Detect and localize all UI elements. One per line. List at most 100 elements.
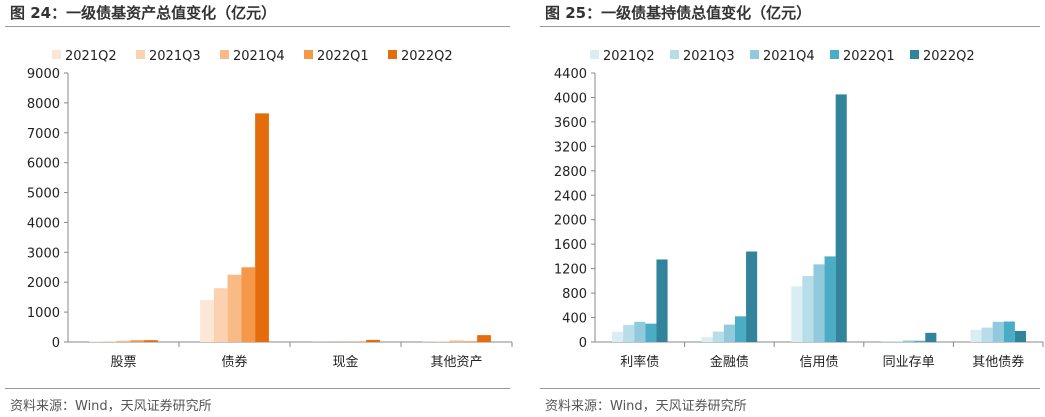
legend-swatch xyxy=(750,50,759,59)
y-tick-label: 6000 xyxy=(27,157,60,172)
bar xyxy=(712,331,724,342)
bar xyxy=(992,321,1004,342)
y-tick-label: 9000 xyxy=(27,67,60,82)
bar xyxy=(723,324,735,342)
bar xyxy=(656,259,668,342)
legend-swatch xyxy=(590,50,599,59)
bar xyxy=(970,329,982,342)
bar xyxy=(477,335,491,342)
y-tick-label: 5000 xyxy=(27,187,60,202)
bar xyxy=(255,113,269,342)
legend-label: 2021Q3 xyxy=(149,49,201,64)
bar xyxy=(824,256,836,342)
bar xyxy=(813,264,825,342)
y-tick-label: 0 xyxy=(579,336,587,351)
bar xyxy=(623,324,635,342)
bar xyxy=(200,300,214,342)
legend-swatch xyxy=(304,50,313,59)
legend-label: 2022Q2 xyxy=(401,49,453,64)
bar xyxy=(612,331,624,342)
bar xyxy=(463,341,478,342)
bar xyxy=(1003,321,1015,342)
x-tick-label: 现金 xyxy=(332,354,358,370)
bar xyxy=(925,332,937,342)
y-tick-label: 400 xyxy=(562,312,587,327)
y-tick-label: 2000 xyxy=(554,214,587,229)
bar xyxy=(1014,330,1026,342)
bar xyxy=(213,288,228,342)
bar xyxy=(449,340,464,342)
chart-right: 0 400 800 1200 1600 2000 2400 2800 3200 3600 4000 4… xyxy=(554,49,1044,370)
chart-left-title: 图 24：一级债基资产总值变化（亿元） xyxy=(10,4,277,22)
bar xyxy=(227,274,242,342)
bar xyxy=(116,340,131,342)
source-note: 资料来源：Wind，天风证券研究所 xyxy=(10,399,212,414)
legend-swatch xyxy=(220,50,229,59)
bar xyxy=(903,340,915,342)
legend-label: 2021Q2 xyxy=(65,49,117,64)
divider xyxy=(5,388,510,389)
bar xyxy=(835,94,847,342)
y-tick-label: 2000 xyxy=(27,276,60,291)
y-tick-label: 4400 xyxy=(554,67,587,82)
x-tick-label: 债券 xyxy=(221,354,247,370)
legend-swatch xyxy=(910,50,919,59)
y-tick-label: 1000 xyxy=(27,306,60,321)
y-tick-label: 4000 xyxy=(27,216,60,231)
y-tick-label: 3600 xyxy=(554,116,587,131)
bar xyxy=(746,251,758,342)
x-tick-label: 其他资产 xyxy=(430,355,482,370)
y-tick-label: 2800 xyxy=(554,165,587,180)
x-tick-label: 信用债 xyxy=(799,355,838,370)
bar xyxy=(645,323,657,342)
legend-label: 2022Q2 xyxy=(923,49,975,64)
x-tick-label: 同业存单 xyxy=(883,355,935,370)
x-tick-label: 股票 xyxy=(110,355,136,370)
bar xyxy=(102,341,117,342)
chart-left: 0 1000 2000 3000 4000 5000 6000 7000 8000 9000 股票 债… xyxy=(27,49,513,370)
legend-swatch xyxy=(136,50,145,59)
legend-swatch xyxy=(670,50,679,59)
bar xyxy=(144,340,158,342)
bar xyxy=(981,327,993,342)
legend-swatch xyxy=(52,50,61,59)
bar xyxy=(634,321,646,342)
x-tick-label: 金融债 xyxy=(710,354,749,370)
bar xyxy=(802,275,814,342)
bar xyxy=(791,286,803,342)
legend-swatch xyxy=(830,50,839,59)
y-tick-label: 7000 xyxy=(27,127,60,142)
bar xyxy=(701,337,713,342)
y-tick-label: 3200 xyxy=(554,140,587,155)
divider xyxy=(540,388,1040,389)
divider xyxy=(540,26,1040,27)
y-tick-label: 0 xyxy=(52,336,60,351)
legend-label: 2021Q3 xyxy=(683,49,735,64)
y-tick-label: 1600 xyxy=(554,238,587,253)
legend-label: 2021Q2 xyxy=(603,49,655,64)
legend-label: 2021Q4 xyxy=(233,49,285,64)
bar xyxy=(891,341,904,342)
chart-right-title: 图 25：一级债基持债总值变化（亿元） xyxy=(545,4,812,22)
legend-swatch xyxy=(388,50,397,59)
y-tick-label: 2400 xyxy=(554,189,587,204)
y-tick-label: 3000 xyxy=(27,246,60,261)
bar xyxy=(130,340,145,342)
y-tick-label: 8000 xyxy=(27,97,60,112)
bar xyxy=(366,339,380,342)
y-tick-label: 4000 xyxy=(554,91,587,106)
y-tick-label: 1200 xyxy=(554,263,587,278)
legend-label: 2022Q1 xyxy=(843,49,895,64)
bar xyxy=(241,267,256,342)
bar xyxy=(914,340,926,342)
x-tick-label: 其他债券 xyxy=(972,354,1024,370)
y-tick-label: 800 xyxy=(562,287,587,302)
x-tick-label: 利率债 xyxy=(620,354,659,370)
legend-label: 2021Q4 xyxy=(763,49,815,64)
source-note: 资料来源：Wind，天风证券研究所 xyxy=(545,399,747,414)
divider xyxy=(5,26,510,27)
bar xyxy=(734,316,747,342)
bar xyxy=(435,341,450,342)
legend-label: 2022Q1 xyxy=(317,49,369,64)
bar xyxy=(89,341,103,342)
